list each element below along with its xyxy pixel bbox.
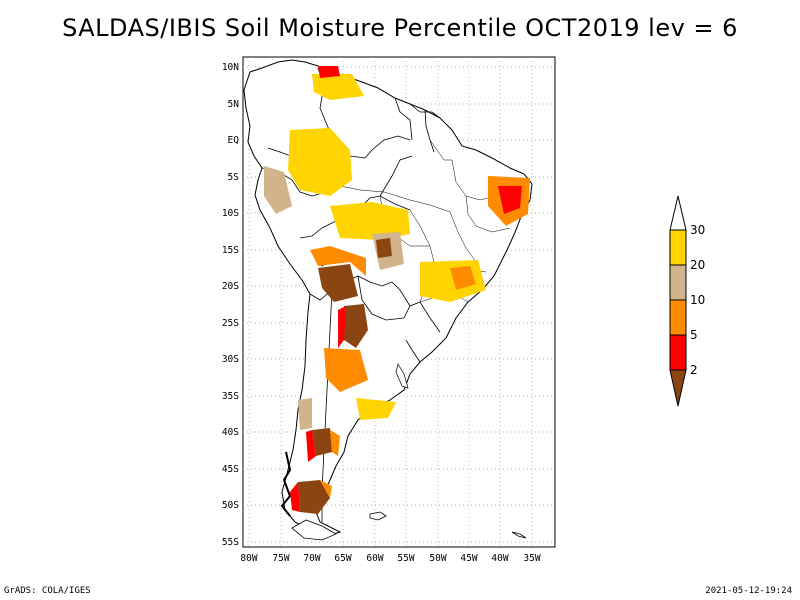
- percentile-shading: [264, 66, 530, 514]
- dry-2-5-chaco: [338, 306, 346, 348]
- footer-timestamp: 2021-05-12-19:24: [705, 586, 792, 596]
- longitude-labels: 80W 75W 70W 65W 60W 55W 50W 45W 40W 35W: [240, 553, 540, 564]
- colorbar: 30 20 10 5 2: [669, 195, 705, 407]
- dry-below-2-patagonia-n: [312, 428, 332, 456]
- dry-20-30-pampa: [356, 398, 396, 420]
- map-title: SALDAS/IBIS Soil Moisture Percentile OCT…: [62, 14, 738, 42]
- lagoa-dos-patos: [395, 363, 409, 389]
- lon-label: 45W: [460, 553, 477, 564]
- lon-label: 70W: [303, 553, 320, 564]
- lon-label: 35W: [523, 553, 540, 564]
- footer-credit: GrADS: COLA/IGES: [4, 586, 91, 596]
- lat-label: 25S: [222, 318, 239, 329]
- latitude-labels: 10N 5N EQ 5S 10S 15S 20S 25S 30S 35S 40S…: [222, 62, 239, 548]
- lat-label: 50S: [222, 500, 239, 511]
- dry-below-2-bolivia: [318, 264, 358, 302]
- tierra-del-fuego: [291, 519, 337, 541]
- lat-label: 35S: [222, 391, 239, 402]
- lon-label: 40W: [491, 553, 508, 564]
- lon-label: 80W: [240, 553, 257, 564]
- lon-label: 75W: [272, 553, 289, 564]
- colorbar-swatch-5-10: [669, 299, 687, 336]
- dry-below-2-pantanal: [376, 238, 392, 258]
- lat-label: 30S: [222, 354, 239, 365]
- dry-5-10-patagonia-s: [320, 480, 332, 498]
- dry-5-10-patagonia-n: [330, 430, 340, 456]
- lat-label: 40S: [222, 427, 239, 438]
- colorbar-swatch-2-5: [669, 334, 687, 371]
- colorbar-cap-top: [669, 195, 687, 231]
- colorbar-label: 20: [690, 258, 705, 272]
- lat-label: 10S: [222, 208, 239, 219]
- colorbar-label: 5: [690, 328, 698, 342]
- colorbar-label: 30: [690, 223, 705, 237]
- lon-label: 60W: [366, 553, 383, 564]
- colorbar-swatch-10-20: [669, 264, 687, 301]
- lat-label: 5S: [228, 172, 240, 183]
- dry-10-20-peru: [264, 166, 292, 214]
- lat-label: 20S: [222, 281, 239, 292]
- south-georgia: [511, 531, 527, 539]
- colorbar-swatch-20-30: [669, 229, 687, 266]
- falkland-islands: [369, 511, 387, 521]
- lon-label: 65W: [334, 553, 351, 564]
- lat-label: EQ: [228, 135, 240, 146]
- dry-20-30-amazon: [288, 128, 352, 196]
- dry-below-2-patagonia-s: [298, 480, 330, 514]
- dry-20-30-north: [312, 74, 364, 100]
- colorbar-label: 2: [690, 363, 698, 377]
- dry-5-10-se-brazil: [450, 266, 476, 290]
- dry-below-2-chaco: [344, 304, 368, 348]
- lat-label: 15S: [222, 245, 239, 256]
- lat-label: 55S: [222, 537, 239, 548]
- dry-2-5-nordeste: [498, 186, 522, 214]
- dry-20-30-central: [330, 202, 410, 240]
- lat-label: 10N: [222, 62, 239, 73]
- dry-10-20-southern-chile: [298, 398, 312, 430]
- dry-2-5-patagonia-s: [290, 482, 300, 512]
- chile-fjords: [280, 451, 292, 517]
- dry-5-10-bolivia: [310, 246, 366, 276]
- lon-label: 50W: [429, 553, 446, 564]
- dry-5-10-pampa: [324, 348, 368, 392]
- dry-2-5-patagonia-n: [306, 430, 316, 462]
- lat-label: 5N: [228, 99, 240, 110]
- dry-2-5-venezuela: [318, 66, 340, 78]
- lat-label: 45S: [222, 464, 239, 475]
- colorbar-cap-bottom: [669, 369, 687, 407]
- lon-label: 55W: [397, 553, 414, 564]
- colorbar-label: 10: [690, 293, 705, 307]
